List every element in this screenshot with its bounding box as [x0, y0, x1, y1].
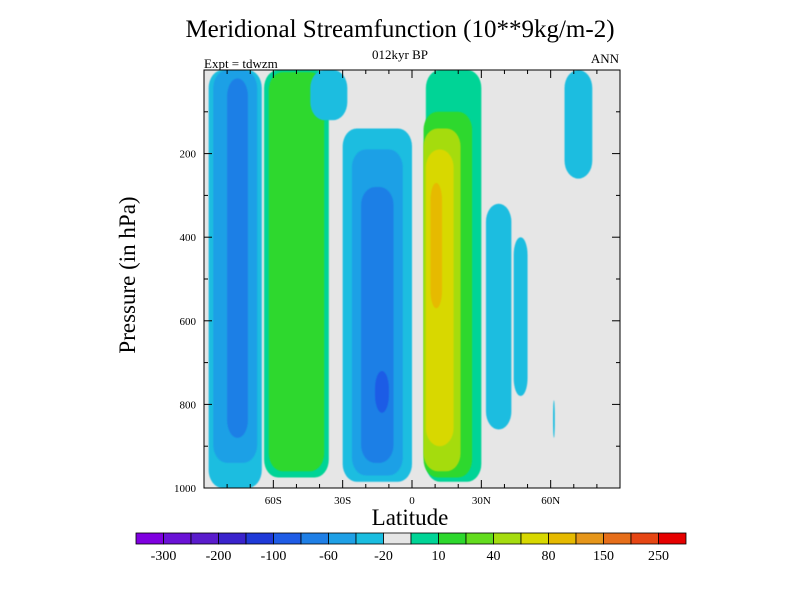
colorbar-swatch-3	[218, 532, 247, 545]
contour-region-8	[361, 187, 394, 463]
colorbar-label-5: 10	[432, 549, 446, 564]
y-tick-label-2: 600	[180, 316, 197, 328]
colorbar-label-1: -200	[206, 549, 232, 564]
contour-region-2	[227, 78, 248, 438]
colorbar-swatch-12	[465, 532, 494, 545]
colorbar-swatch-6	[300, 532, 329, 545]
contour-region-18	[564, 70, 593, 179]
y-tick-label-0: 200	[180, 149, 197, 161]
x-tick-label-3: 30N	[472, 495, 491, 507]
colorbar-swatch-17	[603, 532, 632, 545]
colorbar-swatch-2	[190, 532, 219, 545]
y-tick-label-4: 1000	[174, 483, 197, 495]
x-tick-label-2: 0	[409, 495, 415, 507]
colorbar-swatch-5	[273, 532, 302, 545]
colorbar: -300 -200 -100 -60 -20 10 40 80 150 250	[135, 532, 687, 564]
colorbar-swatch-7	[328, 532, 357, 545]
colorbar-swatch-4	[245, 532, 274, 545]
x-tick-label-0: 60S	[265, 495, 282, 507]
axis-ticks: 60S 30S 0 30N 60N 200 400 600 800 1000	[174, 70, 620, 507]
x-tick-label-1: 30S	[334, 495, 351, 507]
colorbar-swatch-14	[520, 532, 549, 545]
x-tick-label-4: 60N	[541, 495, 560, 507]
x-axis-label: Latitude	[371, 505, 449, 530]
colorbar-label-6: 40	[487, 549, 501, 564]
colorbar-swatch-0	[135, 532, 164, 545]
contour-region-4	[268, 72, 325, 472]
colorbar-swatch-15	[548, 532, 577, 545]
experiment-label: Expt = tdwzm	[204, 56, 278, 71]
colorbar-label-3: -60	[319, 549, 338, 564]
contour-region-16	[513, 237, 528, 397]
colorbar-swatch-19	[658, 532, 687, 545]
contour-region-17	[552, 400, 555, 438]
contour-fills	[208, 70, 593, 488]
colorbar-label-9: 250	[648, 549, 669, 564]
chart-title: Meridional Streamfunction (10**9kg/m-2)	[185, 16, 615, 43]
contour-region-14	[430, 182, 443, 309]
colorbar-swatch-10	[410, 532, 439, 545]
season-label: ANN	[590, 51, 619, 66]
colorbar-swatch-11	[438, 532, 467, 545]
chart-subtitle: 012kyr BP	[372, 47, 428, 62]
colorbar-label-8: 150	[593, 549, 614, 564]
colorbar-label-0: -300	[151, 549, 177, 564]
colorbar-label-2: -100	[261, 549, 287, 564]
colorbar-label-4: -20	[374, 549, 393, 564]
y-tick-label-3: 800	[180, 399, 197, 411]
colorbar-swatch-18	[630, 532, 659, 545]
colorbar-label-7: 80	[542, 549, 556, 564]
colorbar-swatch-8	[355, 532, 384, 545]
colorbar-swatch-1	[163, 532, 192, 545]
contour-region-9	[375, 370, 389, 413]
colorbar-swatch-16	[575, 532, 604, 545]
y-tick-label-1: 400	[180, 232, 197, 244]
colorbar-swatch-13	[493, 532, 522, 545]
contour-region-5	[310, 70, 348, 121]
colorbar-swatch-9	[383, 532, 412, 545]
contour-region-15	[485, 203, 512, 430]
